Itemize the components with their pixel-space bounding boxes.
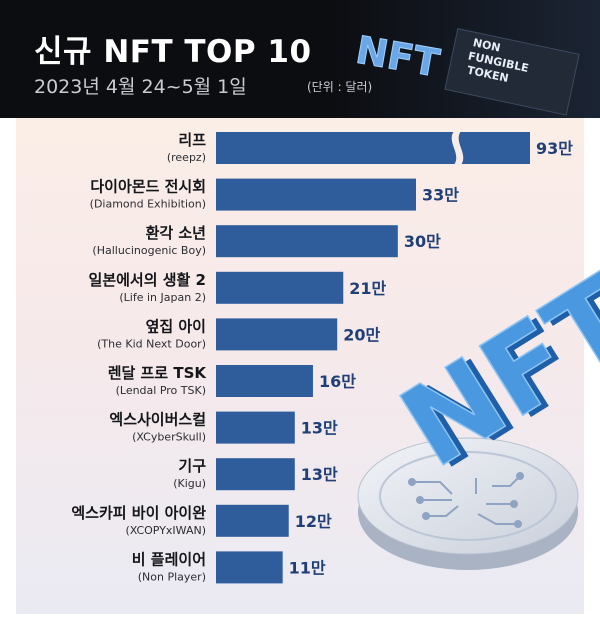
bar-1 xyxy=(216,132,530,164)
category-sublabel-5: (The Kid Next Door) xyxy=(97,337,206,350)
value-label-5: 20만 xyxy=(343,325,380,344)
category-label-6: 렌달 프로 TSK xyxy=(108,364,208,382)
category-sublabel-8: (Kigu) xyxy=(173,477,206,490)
value-label-3: 30만 xyxy=(404,232,441,251)
bar-4 xyxy=(216,271,344,304)
bar-2 xyxy=(216,178,416,211)
category-sublabel-4: (Life in Japan 2) xyxy=(119,291,206,304)
category-sublabel-3: (Hallucinogenic Boy) xyxy=(92,244,206,257)
category-sublabel-9: (XCOPYxIWAN) xyxy=(125,524,206,537)
value-label-4: 21만 xyxy=(349,279,386,298)
category-label-7: 엑스사이버스컬 xyxy=(109,411,206,429)
value-label-6: 16만 xyxy=(319,372,356,391)
bar-7 xyxy=(216,411,295,444)
category-sublabel-2: (Diamond Exhibition) xyxy=(90,198,206,211)
category-label-10: 비 플레이어 xyxy=(132,550,206,568)
category-sublabel-6: (Lendal Pro TSK) xyxy=(116,384,206,397)
circuit-icon xyxy=(408,472,524,528)
category-label-3: 환각 소년 xyxy=(146,224,206,242)
value-label-8: 13만 xyxy=(301,465,338,484)
category-label-5: 옆집 아이 xyxy=(146,317,206,335)
category-label-4: 일본에서의 생활 2 xyxy=(89,271,206,289)
category-sublabel-10: (Non Player) xyxy=(138,570,206,583)
nft-badge-graphic: NFT NON FUNGIBLE TOKEN xyxy=(0,0,600,118)
category-label-2: 다이아몬드 전시회 xyxy=(90,178,206,196)
value-label-10: 11만 xyxy=(289,558,326,577)
chart-subtitle: 2023년 4월 24~5월 1일 xyxy=(34,76,247,98)
value-label-9: 12만 xyxy=(295,512,332,531)
unit-label: (단위 : 달러) xyxy=(307,80,373,94)
bar-8 xyxy=(216,458,295,491)
bar-6 xyxy=(216,365,313,397)
bar-9 xyxy=(216,504,289,537)
value-label-1: 93만 xyxy=(536,139,573,158)
category-label-8: 기구 xyxy=(178,457,206,475)
bar-3 xyxy=(216,225,398,258)
chart-title: 신규 NFT TOP 10 xyxy=(34,34,312,70)
bar-5 xyxy=(216,318,338,351)
category-label-9: 엑스카피 바이 아이완 xyxy=(71,504,206,522)
category-sublabel-1: (reepz) xyxy=(167,151,206,164)
badge-sub-1: NON xyxy=(472,36,502,54)
bar-10 xyxy=(216,551,283,584)
header: NFT NON FUNGIBLE TOKEN 신규 NFT TOP 10 202… xyxy=(0,0,600,118)
axis-break-mark xyxy=(451,131,464,165)
value-label-2: 33만 xyxy=(422,186,459,205)
category-sublabel-7: (XCyberSkull) xyxy=(132,431,206,444)
category-label-1: 리프 xyxy=(178,131,206,149)
value-label-7: 13만 xyxy=(301,419,338,438)
